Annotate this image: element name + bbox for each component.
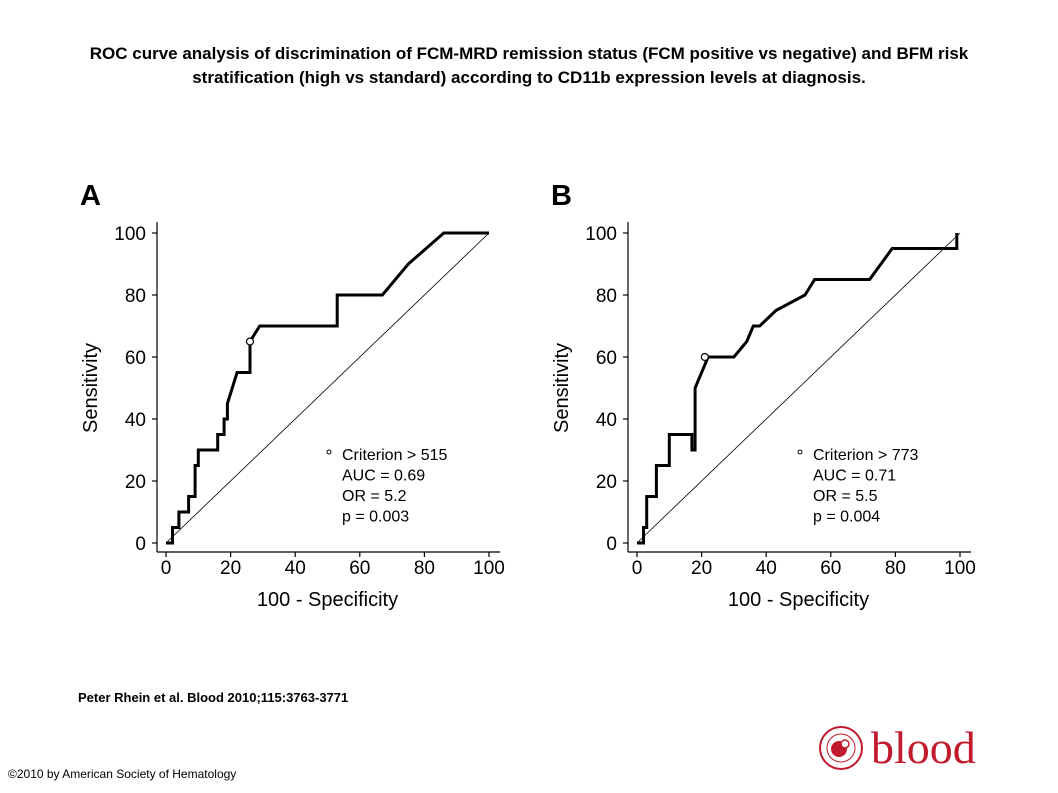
x-tick-label: 60 xyxy=(820,558,841,579)
criterion-marker xyxy=(245,337,255,346)
x-tick-label: 100 xyxy=(944,558,976,579)
x-tick-label: 20 xyxy=(220,558,241,579)
x-tick-label: 0 xyxy=(161,558,172,579)
roc-chart-b: B 0 20 40 60 80 100 0 20 40 60 80 100 100 - Specifici… xyxy=(551,180,976,611)
logo-wordmark: blood xyxy=(871,722,976,773)
roc-curve-line xyxy=(637,233,959,545)
x-tick-label: 100 xyxy=(473,558,505,579)
roc-chart-a: A 0 20 40 60 80 100 0 20 40 60 80 100 100 - Specifici… xyxy=(80,180,505,611)
annotation-text: Criterion > 773 xyxy=(813,447,918,464)
y-tick-label: 80 xyxy=(596,286,617,307)
annotation-text: AUC = 0.69 xyxy=(342,468,425,485)
y-tick-label: 40 xyxy=(596,410,617,431)
annotation-text: Criterion > 515 xyxy=(342,447,447,464)
criterion-marker xyxy=(700,352,709,362)
criterion-legend-marker xyxy=(326,449,332,455)
x-tick-label: 0 xyxy=(632,558,643,579)
y-tick-label: 40 xyxy=(125,410,146,431)
y-tick-label: 20 xyxy=(125,472,146,493)
annotation-text: p = 0.003 xyxy=(342,509,409,526)
reference-diagonal-line xyxy=(165,232,490,544)
y-tick-label: 80 xyxy=(125,286,146,307)
society-seal-icon xyxy=(819,726,863,770)
blood-logo: blood xyxy=(817,722,976,774)
roc-panel-a: A 0 20 40 60 80 100 0 20 40 60 80 100 100 - Specifici… xyxy=(62,170,532,620)
x-tick-label: 80 xyxy=(414,558,435,579)
roc-panel-b: B 0 20 40 60 80 100 0 20 40 60 80 100 100 - Specifici… xyxy=(533,170,1003,620)
x-tick-label: 80 xyxy=(885,558,906,579)
x-axis-label: 100 - Specificity xyxy=(728,589,869,611)
annotation-text: OR = 5.5 xyxy=(813,488,878,505)
y-tick-label: 60 xyxy=(125,348,146,369)
figure-title: ROC curve analysis of discrimination of … xyxy=(89,44,969,87)
criterion-legend-marker xyxy=(797,449,803,455)
y-tick-label: 0 xyxy=(135,534,146,555)
panel-label: A xyxy=(80,180,101,212)
x-tick-label: 40 xyxy=(756,558,777,579)
y-axis-label: Sensitivity xyxy=(80,343,102,433)
reference-diagonal-line xyxy=(636,232,961,544)
y-axis-label: Sensitivity xyxy=(551,343,573,433)
x-tick-label: 40 xyxy=(285,558,306,579)
y-tick-label: 60 xyxy=(596,348,617,369)
panel-label: B xyxy=(551,180,572,212)
copyright-notice: ©2010 by American Society of Hematology xyxy=(8,767,237,781)
citation: Peter Rhein et al. Blood 2010;115:3763-3… xyxy=(78,690,349,705)
x-tick-label: 60 xyxy=(349,558,370,579)
y-tick-label: 100 xyxy=(585,224,617,245)
roc-curve-line xyxy=(166,231,489,545)
annotation-text: AUC = 0.71 xyxy=(813,468,896,485)
y-tick-label: 20 xyxy=(596,472,617,493)
x-axis-label: 100 - Specificity xyxy=(257,589,398,611)
y-tick-label: 0 xyxy=(606,534,617,555)
annotation-text: OR = 5.2 xyxy=(342,488,407,505)
y-tick-label: 100 xyxy=(114,224,146,245)
x-tick-label: 20 xyxy=(691,558,712,579)
annotation-text: p = 0.004 xyxy=(813,509,880,526)
